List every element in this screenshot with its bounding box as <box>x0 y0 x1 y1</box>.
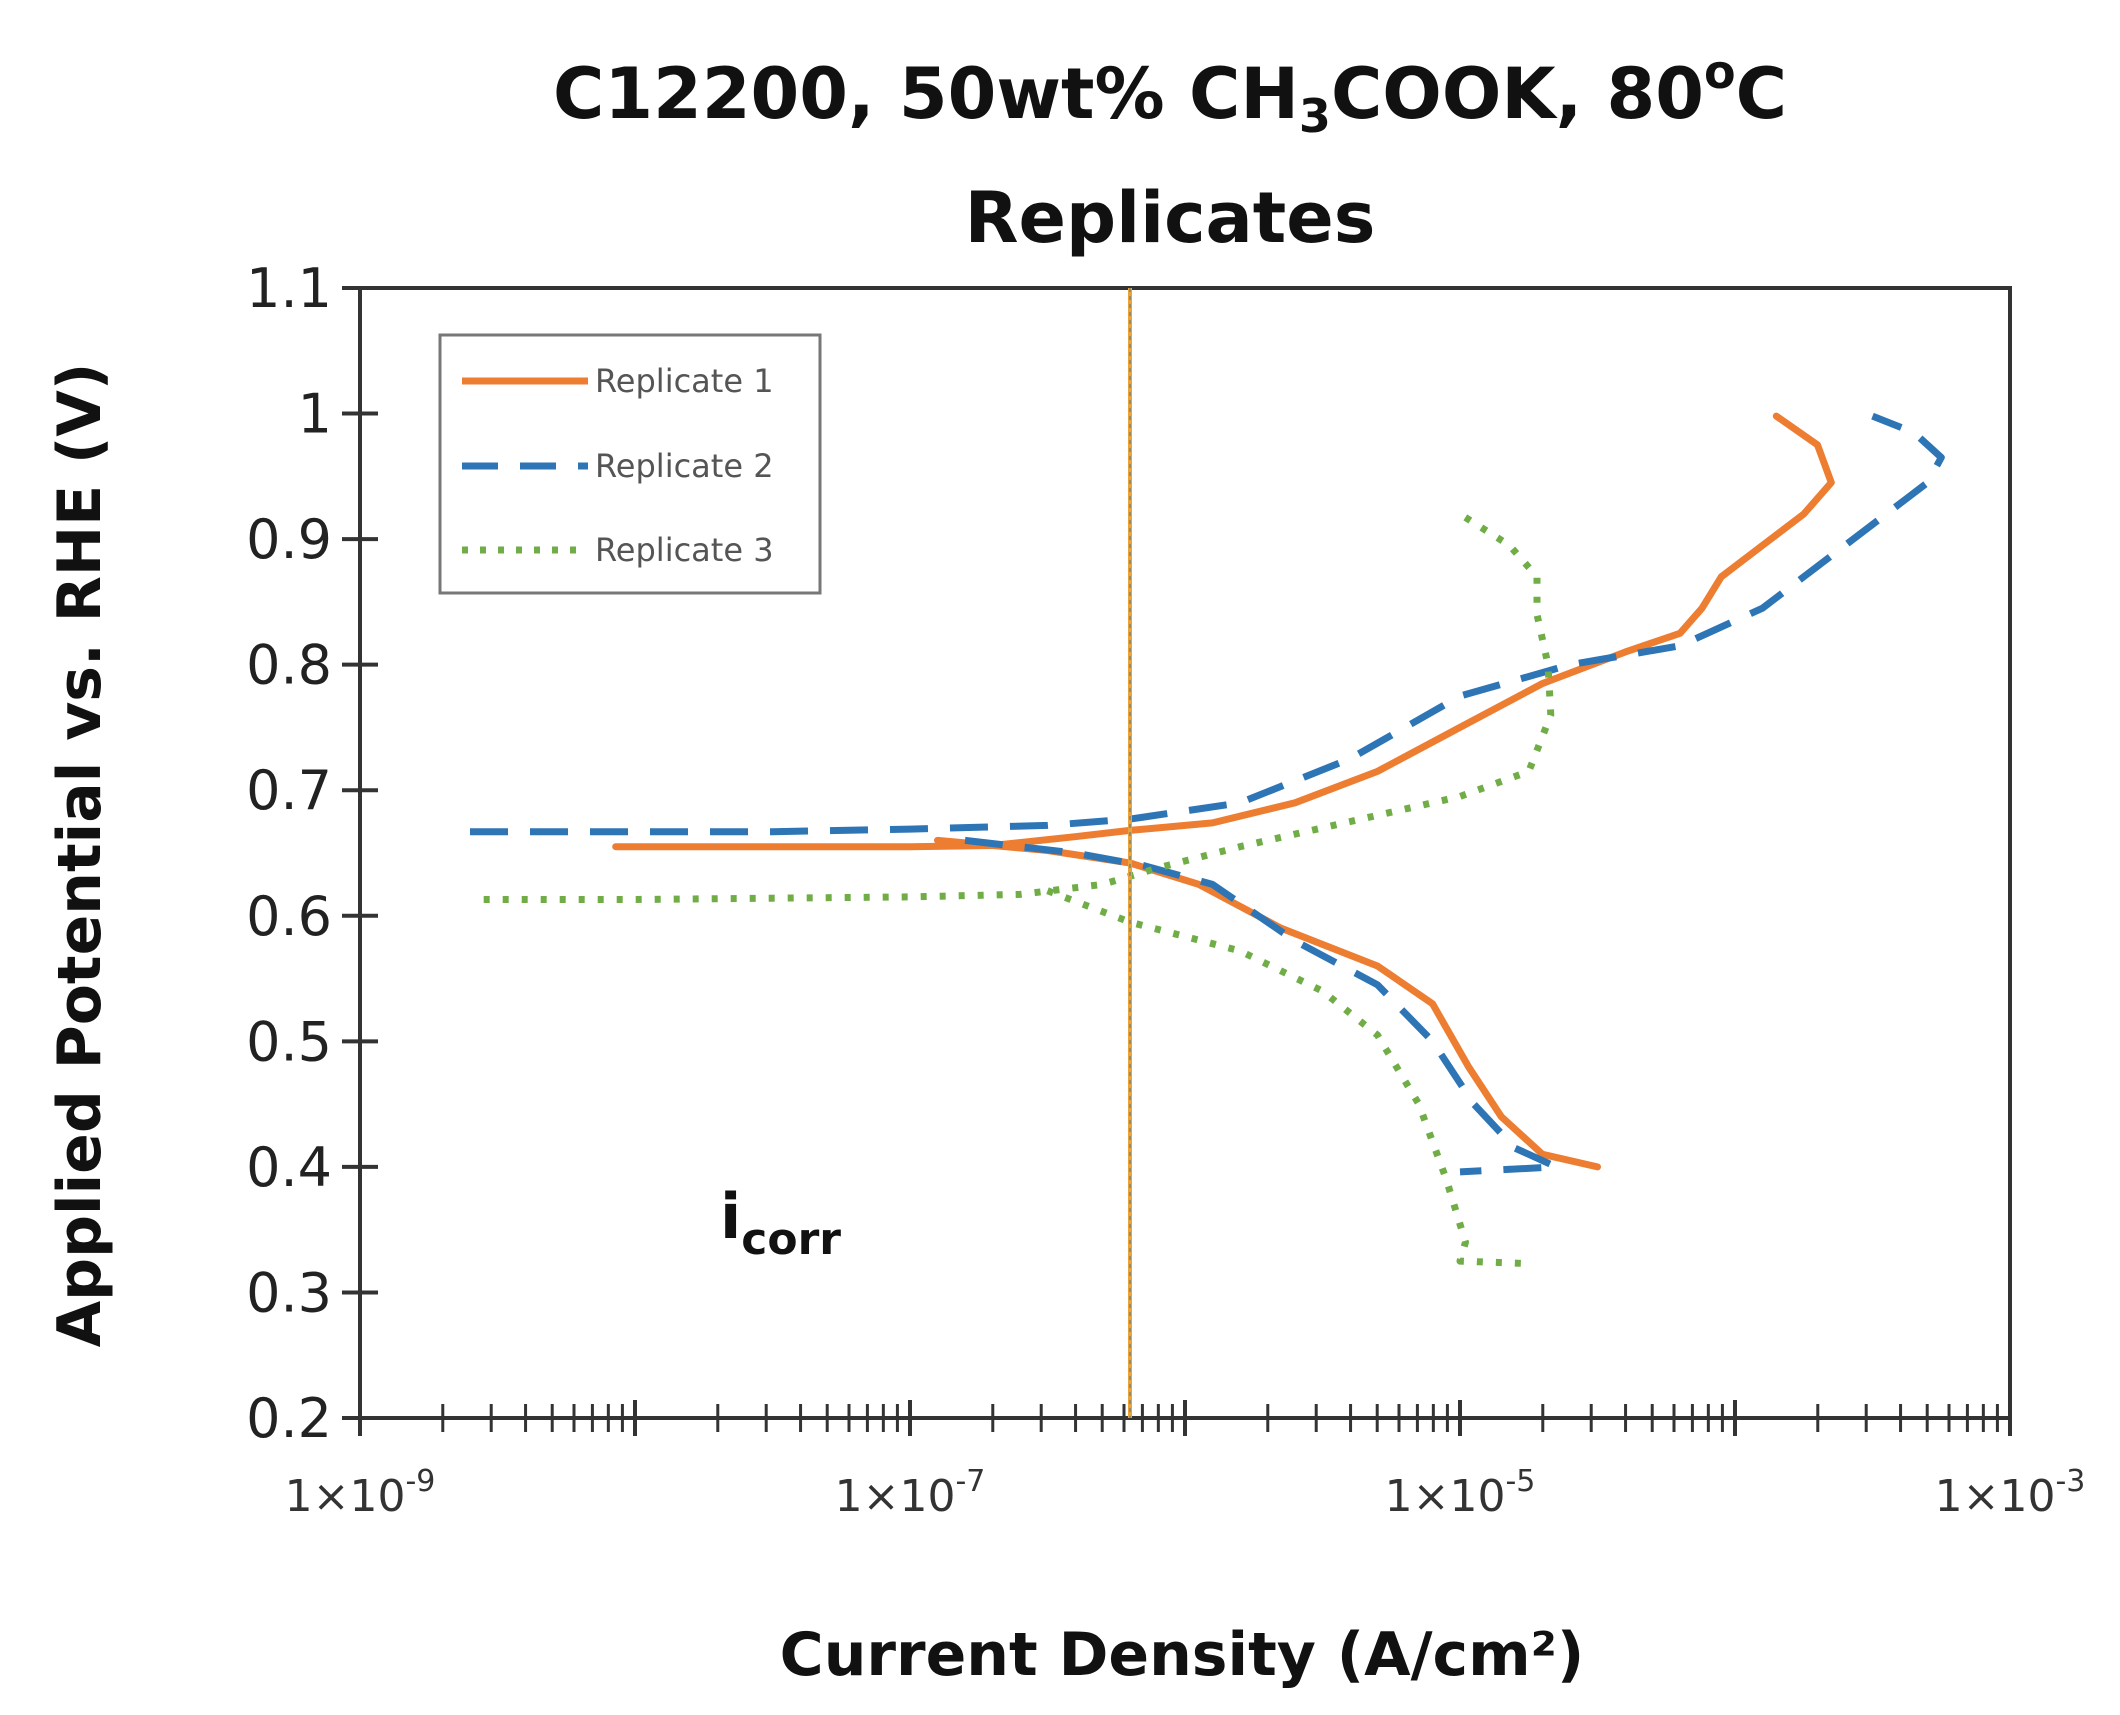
legend-label-replicate-2: Replicate 2 <box>595 447 774 485</box>
x-tick-base: 1×10 <box>1935 1471 2056 1522</box>
x-tick-exponent: -7 <box>955 1464 985 1499</box>
x-tick-base: 1×10 <box>835 1471 956 1522</box>
y-axis-label: Applied Potential vs. RHE (V) <box>45 363 115 1348</box>
axes-layer: 0.20.30.40.50.60.70.80.911.11×10-9 1×10-7… <box>246 257 2085 1522</box>
x-tick-exponent: -5 <box>1505 1464 1535 1499</box>
x-tick-label: 1×10-5 <box>1385 1464 1536 1522</box>
series-layer <box>470 412 1945 1268</box>
title-subscript: 3 <box>1299 89 1331 143</box>
y-tick-label: 0.3 <box>246 1261 332 1324</box>
x-tick-exponent: -9 <box>405 1464 435 1499</box>
x-tick-base: 1×10 <box>1385 1471 1506 1522</box>
x-tick-label: 1×10-7 <box>835 1464 986 1522</box>
title-superscript: o <box>1704 45 1736 99</box>
y-tick-label: 0.6 <box>246 885 332 948</box>
series-line-replicate-3-cathodic <box>1046 887 1529 1268</box>
y-tick-label: 0.9 <box>246 508 332 571</box>
y-tick-label: 0.5 <box>246 1010 332 1073</box>
title-end: C <box>1736 53 1787 135</box>
x-axis-label: Current Density (A/cm²) <box>780 1620 1585 1690</box>
y-tick-label: 1.1 <box>246 257 332 320</box>
legend-label-replicate-1: Replicate 1 <box>595 362 774 400</box>
title-mid: COOK, 80 <box>1331 53 1704 135</box>
x-tick-label: 1×10-9 <box>285 1464 436 1522</box>
legend-label-replicate-3: Replicate 3 <box>595 531 774 569</box>
y-tick-label: 0.2 <box>246 1387 332 1450</box>
x-tick-exponent: -3 <box>2055 1464 2085 1499</box>
x-tick-base: 1×10 <box>285 1471 406 1522</box>
y-tick-label: 0.4 <box>246 1136 332 1199</box>
icorr-main: i <box>720 1180 741 1253</box>
icorr-label: icorr <box>720 1180 841 1265</box>
y-tick-label: 0.7 <box>246 759 332 822</box>
title-prefix: C12200, 50wt% CH <box>553 53 1299 135</box>
x-tick-label: 1×10-3 <box>1935 1464 2086 1522</box>
legend: Replicate 1 Replicate 2 Replicate 3 <box>438 333 822 595</box>
y-tick-label: 0.8 <box>246 634 332 697</box>
series-line-replicate-2-cathodic <box>964 836 1560 1176</box>
y-tick-label: 1 <box>298 383 332 446</box>
series-line-replicate-3 <box>483 511 1555 903</box>
icorr-sub: corr <box>741 1214 841 1265</box>
series-line-replicate-2 <box>470 412 1945 836</box>
chart-title-line1: C12200, 50wt% CH3COOK, 80oC <box>553 45 1787 143</box>
chart-title-line2: Replicates <box>965 177 1376 259</box>
